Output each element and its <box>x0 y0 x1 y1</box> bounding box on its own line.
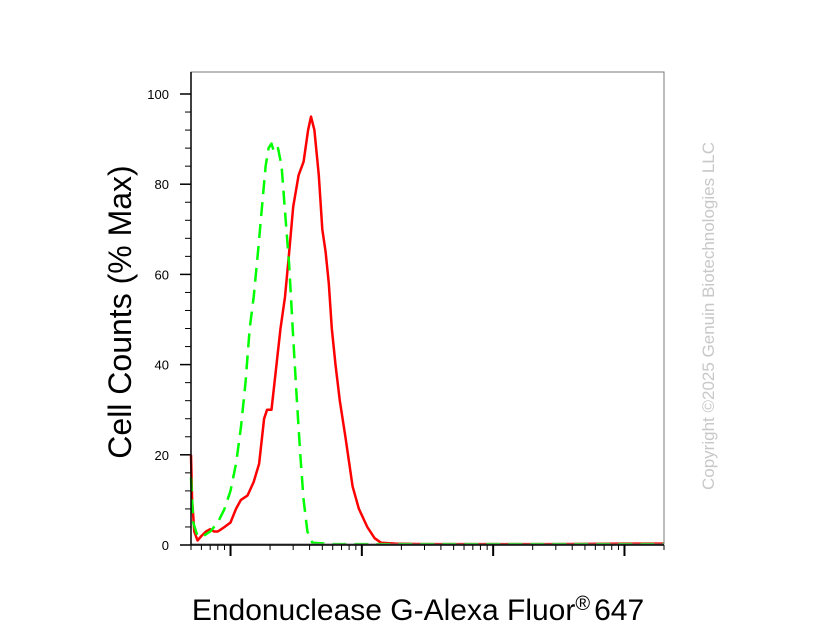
y-tick-label: 20 <box>155 448 169 463</box>
sample-series-line <box>189 115 664 546</box>
x-axis <box>190 545 665 556</box>
y-tick-label: 40 <box>155 358 169 373</box>
x-axis-label: Endonuclease G-Alexa Fluor® 647 <box>192 593 644 627</box>
y-tick-label: 100 <box>147 87 169 102</box>
control-series-line <box>189 142 664 546</box>
x-axis-label-main: Endonuclease G-Alexa Fluor <box>192 594 576 627</box>
plot-frame <box>190 71 665 545</box>
y-tick-label: 80 <box>155 177 169 192</box>
y-tick-label: 0 <box>162 538 169 553</box>
copyright-watermark: Copyright ©2025 Genuin Biotechnologies L… <box>699 142 718 490</box>
y-axis: 0 20 40 60 80 100 <box>147 87 191 553</box>
x-axis-label-superscript: ® <box>575 593 590 615</box>
series-layer <box>189 115 664 546</box>
y-tick-label: 60 <box>155 267 169 282</box>
x-axis-label-suffix: 647 <box>594 594 644 627</box>
y-axis-label: Cell Counts (% Max) <box>102 165 138 458</box>
